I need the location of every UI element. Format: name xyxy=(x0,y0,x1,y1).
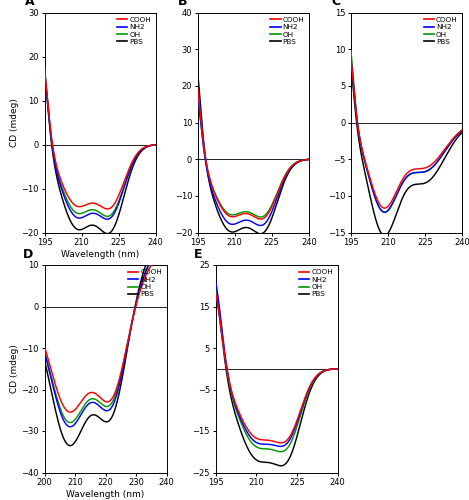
Legend: COOH, NH2, OH, PBS: COOH, NH2, OH, PBS xyxy=(423,16,458,46)
Legend: COOH, NH2, OH, PBS: COOH, NH2, OH, PBS xyxy=(116,16,152,46)
X-axis label: Wavelength (nm): Wavelength (nm) xyxy=(61,250,139,259)
Text: B: B xyxy=(178,0,187,8)
Text: A: A xyxy=(24,0,34,8)
Text: C: C xyxy=(331,0,340,8)
Y-axis label: CD (mdeg): CD (mdeg) xyxy=(9,344,19,393)
Text: D: D xyxy=(23,248,33,261)
Legend: COOH, NH2, OH, PBS: COOH, NH2, OH, PBS xyxy=(299,268,334,298)
Text: E: E xyxy=(194,248,202,261)
Legend: COOH, NH2, OH, PBS: COOH, NH2, OH, PBS xyxy=(270,16,305,46)
X-axis label: Wavelength (nm): Wavelength (nm) xyxy=(67,490,145,499)
Legend: COOH, NH2, OH, PBS: COOH, NH2, OH, PBS xyxy=(128,268,163,298)
Y-axis label: CD (mdeg): CD (mdeg) xyxy=(10,98,19,147)
